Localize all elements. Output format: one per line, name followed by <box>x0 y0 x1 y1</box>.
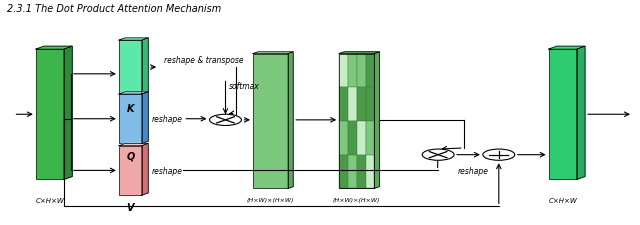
Bar <box>356 122 365 155</box>
Bar <box>356 88 365 122</box>
Text: C×H×W: C×H×W <box>548 198 577 203</box>
Polygon shape <box>577 47 585 180</box>
Text: C×H×W: C×H×W <box>36 198 65 203</box>
Bar <box>119 94 142 144</box>
Bar <box>348 88 356 122</box>
Bar <box>348 155 356 189</box>
Text: softmax: softmax <box>228 81 259 90</box>
Circle shape <box>422 149 454 161</box>
Bar <box>365 54 374 88</box>
Bar <box>365 155 374 189</box>
Text: reshape: reshape <box>458 166 488 175</box>
Polygon shape <box>548 47 585 50</box>
Bar <box>119 146 142 195</box>
Bar <box>339 122 348 155</box>
Bar <box>339 155 348 189</box>
Bar <box>356 155 365 189</box>
Polygon shape <box>64 47 72 180</box>
Bar <box>356 54 365 88</box>
Bar <box>348 54 356 88</box>
Polygon shape <box>253 53 293 54</box>
Bar <box>365 88 374 122</box>
Text: 2.3.1 The Dot Product Attention Mechanism: 2.3.1 The Dot Product Attention Mechanis… <box>7 4 221 14</box>
Polygon shape <box>374 53 380 189</box>
Polygon shape <box>142 39 148 94</box>
Text: (H×W)×(H×W): (H×W)×(H×W) <box>333 198 380 203</box>
Bar <box>548 50 577 180</box>
Polygon shape <box>339 53 380 54</box>
Bar <box>339 54 374 189</box>
Text: V: V <box>127 202 134 212</box>
Bar <box>348 122 356 155</box>
Text: (H×W)×(H×W): (H×W)×(H×W) <box>247 198 294 203</box>
Polygon shape <box>36 47 72 50</box>
Bar <box>119 41 142 94</box>
Polygon shape <box>119 92 148 94</box>
Polygon shape <box>119 144 148 146</box>
Text: reshape: reshape <box>152 166 182 175</box>
Text: Q: Q <box>126 151 134 160</box>
Text: K: K <box>127 104 134 113</box>
Text: reshape & transpose: reshape & transpose <box>164 56 243 64</box>
Bar <box>339 54 374 189</box>
Circle shape <box>483 149 515 161</box>
Polygon shape <box>142 144 148 195</box>
Polygon shape <box>119 39 148 41</box>
Polygon shape <box>288 53 293 189</box>
Bar <box>339 88 348 122</box>
Bar <box>365 122 374 155</box>
Bar <box>253 54 288 189</box>
Polygon shape <box>142 92 148 144</box>
Bar <box>36 50 64 180</box>
Text: reshape: reshape <box>152 115 182 124</box>
Circle shape <box>209 115 241 126</box>
Bar <box>339 54 348 88</box>
